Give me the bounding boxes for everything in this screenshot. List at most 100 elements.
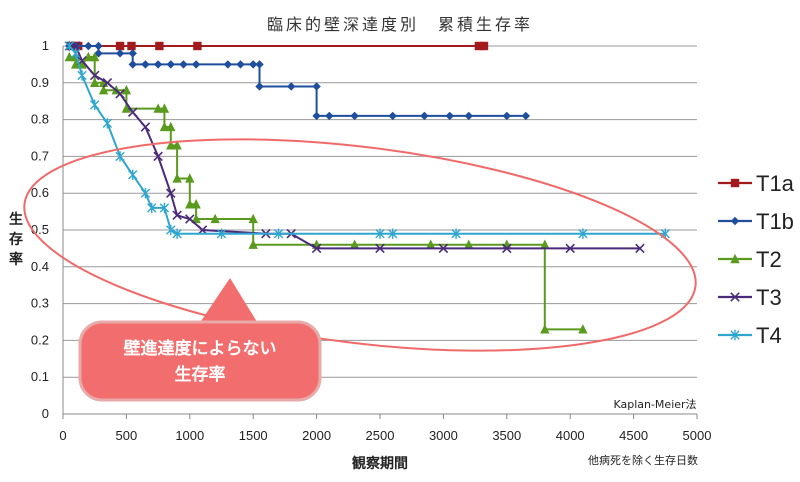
- series-t3-point: [89, 70, 100, 81]
- legend-swatch-marker: [730, 253, 740, 264]
- series-t2: [64, 51, 588, 334]
- y-tick-label: 0.9: [31, 75, 49, 90]
- series-t3-point: [102, 78, 113, 88]
- series-t4-point: [128, 169, 138, 180]
- legend-label: T2: [756, 247, 782, 272]
- callout-pointer: [195, 278, 262, 330]
- series-t2-point: [248, 213, 258, 224]
- x-tick-label: 1500: [239, 428, 268, 443]
- series-t3-point: [140, 122, 151, 132]
- series-t2-point: [70, 59, 81, 69]
- y-tick-label: 0.4: [31, 259, 49, 274]
- x-tick-label: 3500: [492, 428, 521, 443]
- legend-swatch-marker: [730, 178, 740, 188]
- y-axis-label: 生 存 率: [9, 211, 23, 268]
- series-t2-point: [153, 103, 163, 113]
- y-axis-label-char-1: 生: [9, 211, 23, 228]
- x-tick-label: 5000: [683, 428, 712, 443]
- series-t1b-point: [236, 60, 245, 69]
- series-t1b-point: [255, 60, 264, 69]
- series-t2-point: [172, 140, 182, 150]
- x-tick-label: 2500: [366, 428, 395, 443]
- series-t1a-point: [474, 41, 484, 51]
- callout-line-2: 生存率: [175, 364, 226, 385]
- series-t2-point: [191, 213, 201, 224]
- y-tick-label: 0.8: [31, 112, 49, 127]
- series-t2-point: [185, 199, 195, 209]
- series-t4-point: [102, 118, 113, 129]
- series-t3-line: [69, 45, 640, 250]
- series-t3-point: [635, 243, 645, 254]
- legend-swatch-marker: [730, 216, 740, 226]
- y-tick-label: 0: [42, 406, 49, 421]
- series-t4-point: [70, 48, 81, 59]
- series-t1a: [66, 41, 489, 51]
- series-t1a-point: [193, 41, 202, 51]
- x-tick-label: 0: [59, 428, 66, 443]
- y-tick-label: 0.3: [31, 296, 49, 311]
- series-t3-point: [166, 188, 176, 198]
- x-tick-label: 3000: [429, 428, 458, 443]
- legend-swatch-marker: [730, 329, 740, 341]
- series-t2-point: [426, 239, 436, 249]
- series-t2-point: [185, 173, 195, 183]
- series-t2-point: [464, 239, 474, 249]
- method-note: Kaplan-Meier法: [613, 397, 696, 411]
- series-t3-point: [502, 243, 512, 254]
- series-t1b-point: [325, 111, 334, 121]
- y-tick-label: 0.7: [31, 148, 49, 163]
- series-t1b-point: [128, 49, 137, 58]
- series-t1b-point: [312, 111, 321, 121]
- series-t2-point: [540, 239, 550, 249]
- series-t3-point: [153, 151, 163, 162]
- series-t2-point: [540, 324, 550, 334]
- series-t2-point: [166, 121, 176, 132]
- series-t4-point: [451, 228, 461, 239]
- legend-item-t1a: T1a: [718, 171, 795, 196]
- series-t2-point: [248, 239, 258, 249]
- series-t1a-point: [127, 41, 136, 51]
- legend-label: T3: [756, 285, 782, 310]
- legend-label: T1b: [756, 209, 794, 234]
- series-t1b-point: [287, 82, 296, 91]
- series-t4-point: [115, 151, 125, 162]
- x-axis-label: 観察期間: [352, 455, 408, 472]
- legend-label: T1a: [756, 171, 795, 196]
- series-t4-point: [172, 228, 182, 239]
- series-t1b-point: [84, 41, 93, 51]
- y-tick-label: 0.6: [31, 185, 49, 200]
- series-t1b-point: [223, 60, 233, 69]
- series-t1b-point: [312, 82, 321, 91]
- series-t2-point: [159, 103, 170, 113]
- series-t1b-point: [521, 111, 531, 121]
- legend-label: T4: [756, 323, 782, 348]
- series-t4-point: [578, 228, 588, 239]
- series-t4-point: [216, 228, 227, 239]
- legend-item-t1b: T1b: [718, 209, 794, 234]
- y-axis-label-char-2: 存: [9, 231, 23, 248]
- highlight-ellipse: [23, 138, 697, 352]
- series-t2-line: [69, 56, 583, 331]
- legend-item-t3: T3: [718, 285, 782, 310]
- series-t3-point: [438, 243, 449, 254]
- series-t4-point: [140, 188, 151, 199]
- series-t2-point: [191, 199, 201, 209]
- x-tick-label: 1000: [175, 428, 204, 443]
- x-tick-label: 500: [116, 428, 138, 443]
- callout-box: [78, 320, 322, 402]
- series-t2-point: [210, 213, 220, 224]
- series-t1b-point: [255, 82, 264, 91]
- series-t1b-point: [153, 60, 163, 69]
- series-t2-point: [64, 51, 75, 62]
- y-tick-label: 0.2: [31, 332, 49, 347]
- x-tick-label: 2000: [302, 428, 331, 443]
- x-tick-label: 4000: [556, 428, 585, 443]
- series-t3-point: [127, 107, 138, 118]
- series-t2-point: [166, 140, 176, 150]
- y-tick-label: 1: [42, 38, 49, 53]
- series-t3-point: [115, 89, 125, 99]
- series-t1b-point: [128, 60, 137, 69]
- series-t2-point: [578, 324, 588, 334]
- series-t1a-point: [479, 41, 489, 51]
- y-axis-label-char-3: 率: [9, 251, 23, 268]
